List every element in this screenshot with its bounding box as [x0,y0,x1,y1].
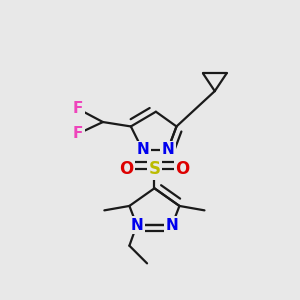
Text: O: O [175,160,190,178]
Text: N: N [136,142,149,158]
Text: F: F [73,126,83,141]
Text: N: N [161,142,174,158]
Text: N: N [130,218,143,232]
Text: N: N [166,218,178,232]
Text: O: O [119,160,134,178]
Text: S: S [148,160,160,178]
Text: F: F [73,101,83,116]
